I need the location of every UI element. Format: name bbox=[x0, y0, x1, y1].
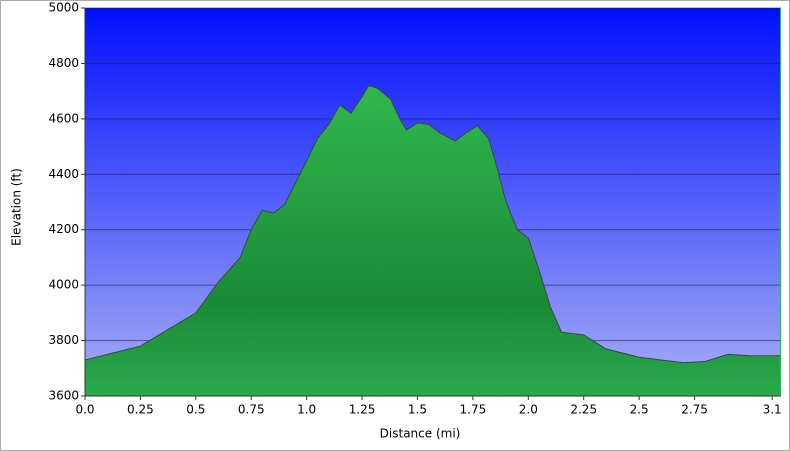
x-tick-label: 2.25 bbox=[570, 403, 597, 417]
x-tick-label: 1.5 bbox=[408, 403, 427, 417]
y-tick-label: 3600 bbox=[48, 389, 79, 403]
elevation-line bbox=[84, 85, 781, 364]
y-axis-label: Elevation (ft) bbox=[10, 168, 24, 246]
x-tick-label: 2.0 bbox=[519, 403, 538, 417]
x-tick-label: 2.5 bbox=[630, 403, 649, 417]
x-tick-label: 2.75 bbox=[681, 403, 708, 417]
elevation-area bbox=[85, 85, 781, 396]
x-tick-label: 1.0 bbox=[297, 403, 316, 417]
x-tick-label: 0.5 bbox=[186, 403, 205, 417]
x-tick-label: 0.0 bbox=[75, 403, 94, 417]
y-tick-label: 4400 bbox=[48, 167, 79, 181]
x-tick-label: 1.25 bbox=[349, 403, 376, 417]
y-tick-label: 4800 bbox=[48, 56, 79, 70]
x-tick-label: 1.75 bbox=[460, 403, 487, 417]
x-tick-label: 0.75 bbox=[238, 403, 265, 417]
y-tick-label: 4200 bbox=[48, 222, 79, 236]
x-axis-label: Distance (mi) bbox=[380, 427, 461, 441]
y-tick-label: 4600 bbox=[48, 111, 79, 125]
y-tick-label: 3800 bbox=[48, 333, 79, 347]
x-tick-label: 3.1 bbox=[763, 403, 782, 417]
x-tick-label: 0.25 bbox=[127, 403, 154, 417]
y-tick-label: 4000 bbox=[48, 278, 79, 292]
y-tick-label: 5000 bbox=[48, 1, 79, 15]
